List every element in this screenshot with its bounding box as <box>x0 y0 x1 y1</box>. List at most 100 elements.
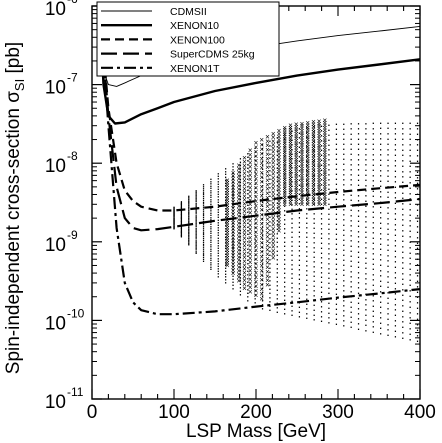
scan-point-red: · <box>393 280 397 295</box>
scan-point-blue: × <box>311 120 316 129</box>
scan-point-blue: × <box>271 170 276 179</box>
scan-point-blue: × <box>265 250 270 259</box>
scan-point-red: · <box>290 146 294 161</box>
scan-point-red: · <box>238 266 242 281</box>
scan-point-red: · <box>371 157 375 172</box>
scan-point-red: · <box>283 180 287 195</box>
scan-point-blue: × <box>317 173 322 182</box>
scan-point-red: · <box>238 286 242 301</box>
scan-point-red: · <box>231 180 235 195</box>
scan-point-red: · <box>216 173 220 188</box>
scan-point-red: · <box>386 279 390 294</box>
scan-point-blue: × <box>259 243 264 252</box>
scan-point-red: · <box>408 218 412 233</box>
scan-point-red: · <box>179 208 183 223</box>
scan-point-red: · <box>194 240 198 255</box>
scan-point-blue: × <box>305 123 310 132</box>
scan-point-red: · <box>260 137 264 152</box>
x-tick-label: 300 <box>322 402 354 423</box>
scan-point-red: · <box>209 261 213 276</box>
scan-point-red: · <box>238 276 242 291</box>
scan-point-red: · <box>172 201 176 216</box>
scan-point-blue: × <box>317 153 322 162</box>
scan-point-red: · <box>201 207 205 222</box>
scan-point-red: · <box>268 273 272 288</box>
scan-point-red: · <box>408 239 412 254</box>
scan-point-red: · <box>342 136 346 151</box>
scan-point-blue: × <box>300 152 305 161</box>
scan-point-blue: × <box>317 146 322 155</box>
scan-point-blue: × <box>248 254 253 263</box>
scan-point-blue: × <box>311 173 316 182</box>
scan-point-red: · <box>275 260 279 275</box>
scan-point-red: · <box>415 202 419 217</box>
scan-point-blue: × <box>248 150 253 159</box>
scan-point-red: · <box>319 264 323 279</box>
scan-point-red: · <box>223 161 227 176</box>
scan-point-red: · <box>275 134 279 149</box>
scan-point-red: · <box>268 146 272 161</box>
scan-point-red: · <box>194 242 198 257</box>
scan-point-red: · <box>268 251 272 266</box>
scan-point-red: · <box>201 213 205 228</box>
scan-point-red: · <box>238 201 242 216</box>
x-tick-labels: 0 100 200 300 400 <box>87 402 436 423</box>
scan-point-red: · <box>371 246 375 261</box>
scan-point-red: · <box>408 147 412 162</box>
scan-point-red: · <box>349 223 353 238</box>
scan-point-red: · <box>283 279 287 294</box>
scan-point-red: · <box>364 131 368 146</box>
scan-point-red: · <box>275 243 279 258</box>
scan-point-red: · <box>290 201 294 216</box>
scan-point-blue: × <box>236 239 241 248</box>
scan-point-blue: × <box>225 216 230 225</box>
scan-point-red: · <box>408 126 412 141</box>
scan-point-red: · <box>297 200 301 215</box>
scan-point-red: · <box>408 321 412 336</box>
scan-point-blue: × <box>277 212 282 221</box>
scan-point-red: · <box>342 116 346 131</box>
scan-point-red: · <box>260 219 264 234</box>
scan-point-red: · <box>268 133 272 148</box>
scan-point-blue: × <box>231 210 236 219</box>
scan-point-blue: × <box>277 159 282 168</box>
scan-point-red: · <box>386 242 390 257</box>
scan-point-red: · <box>172 209 176 224</box>
scan-point-red: · <box>401 136 405 151</box>
scan-point-red: · <box>283 234 287 249</box>
scan-point-blue: × <box>317 119 322 128</box>
scan-point-red: · <box>305 243 309 258</box>
scan-point-red: · <box>260 169 264 184</box>
scan-point-red: · <box>253 211 257 226</box>
scan-point-blue: × <box>231 192 236 201</box>
legend-label: SuperCDMS 25kg <box>170 49 255 61</box>
legend-label: CDMSII <box>170 6 207 18</box>
scan-point-red: · <box>253 255 257 270</box>
scan-point-blue: × <box>265 224 270 233</box>
scan-point-blue: × <box>311 142 316 151</box>
scan-point-red: · <box>312 268 316 283</box>
scan-point-red: · <box>371 235 375 250</box>
scan-point-red: · <box>268 264 272 279</box>
scan-point-red: · <box>297 238 301 253</box>
scan-point-red: · <box>275 221 279 236</box>
scan-point-red: · <box>238 157 242 172</box>
scan-point-blue: × <box>288 184 293 193</box>
scan-point-blue: × <box>277 141 282 150</box>
scan-point-red: · <box>356 264 360 279</box>
scan-point-red: · <box>327 161 331 176</box>
scan-point-red: · <box>216 176 220 191</box>
scan-point-red: · <box>378 320 382 335</box>
scan-point-red: · <box>319 206 323 221</box>
scan-point-blue: × <box>294 195 299 204</box>
scan-point-blue: × <box>265 263 270 272</box>
scan-point-red: · <box>290 215 294 230</box>
scan-point-red: · <box>209 218 213 233</box>
scan-point-red: · <box>275 217 279 232</box>
scan-point-blue: × <box>265 172 270 181</box>
scan-point-red: · <box>216 214 220 229</box>
scan-point-red: · <box>371 272 375 287</box>
scan-point-red: · <box>327 142 331 157</box>
scan-point-blue: × <box>282 164 287 173</box>
scan-point-blue: × <box>259 192 264 201</box>
